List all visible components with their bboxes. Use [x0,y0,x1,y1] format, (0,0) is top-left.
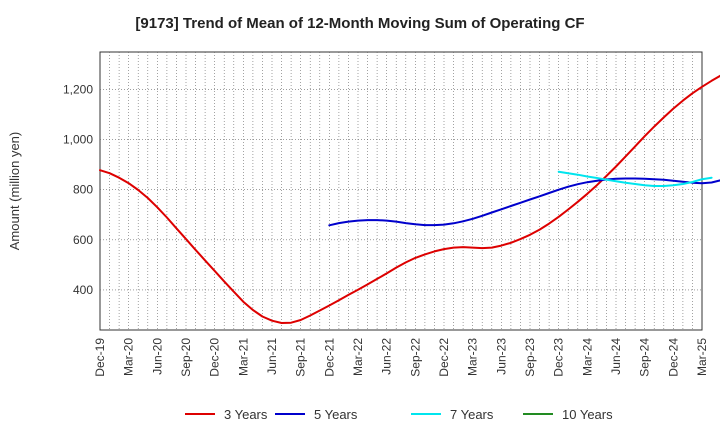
x-tick-label: Jun-22 [380,338,394,375]
x-tick-label: Dec-22 [437,338,451,377]
series-line-3-years [99,74,720,324]
x-tick-label: Sep-22 [408,338,422,377]
x-tick-label: Dec-24 [666,338,680,377]
legend-label: 5 Years [314,407,358,422]
x-tick-label: Mar-24 [580,338,594,376]
y-axis-ticks: 400 600 800 1,000 1,200 [63,83,93,297]
x-tick-label: Mar-21 [236,338,250,376]
x-tick-label: Dec-21 [322,338,336,377]
x-tick-label: Jun-20 [150,338,164,375]
y-tick-label: 800 [73,183,93,197]
x-tick-label: Dec-19 [93,338,107,377]
x-tick-label: Mar-20 [122,338,136,376]
x-tick-label: Sep-23 [523,338,537,377]
x-tick-label: Sep-20 [179,338,193,377]
legend-label: 10 Years [562,407,613,422]
y-tick-label: 400 [73,283,93,297]
y-axis-label: Amount (million yen) [7,132,22,251]
x-tick-label: Mar-22 [351,338,365,376]
y-tick-label: 600 [73,233,93,247]
series-line-7-years [557,170,713,187]
legend: 3 Years 5 Years 7 Years 10 Years [185,407,613,422]
y-tick-label: 1,000 [63,133,93,147]
x-tick-label: Dec-20 [208,338,222,377]
chart-title: [9173] Trend of Mean of 12-Month Moving … [135,15,584,32]
series-lines [99,74,720,324]
x-tick-label: Jun-21 [265,338,279,375]
x-axis-ticks: Dec-19 Mar-20 Jun-20 Sep-20 Dec-20 Mar-21 Jun-… [93,338,709,377]
x-tick-label: Sep-24 [638,338,652,377]
grid-lines [100,52,702,330]
y-tick-label: 1,200 [63,83,93,97]
x-tick-label: Jun-24 [609,338,623,375]
x-tick-label: Sep-21 [294,338,308,377]
legend-label: 7 Years [450,407,494,422]
plot-area [99,51,703,331]
x-tick-label: Mar-25 [695,338,709,376]
x-tick-label: Jun-23 [494,338,508,375]
legend-label: 3 Years [224,407,268,422]
x-tick-label: Dec-23 [552,338,566,377]
x-tick-label: Mar-23 [466,338,480,376]
